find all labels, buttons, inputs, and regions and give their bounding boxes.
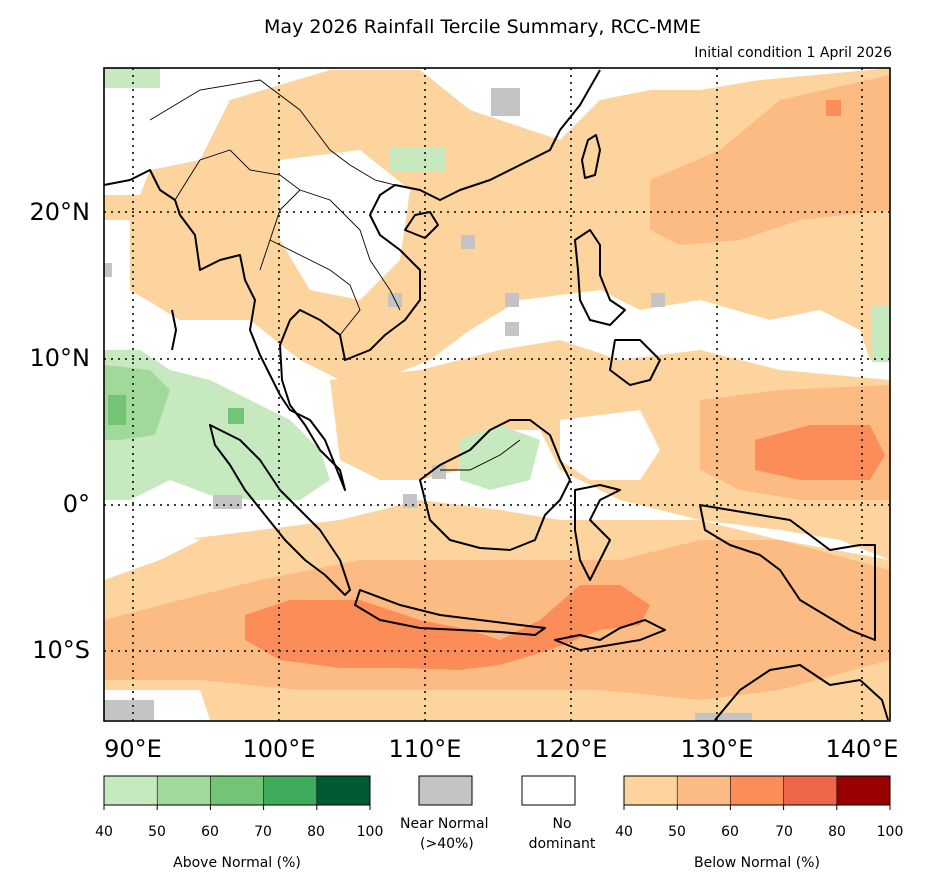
map-subtitle: Initial condition 1 April 2026 (694, 45, 892, 61)
above-tick-40: 40 (95, 824, 113, 840)
above-normal-frame (103, 775, 371, 806)
lon-label-140e: 140°E (825, 735, 899, 763)
below-60-patch-pacific (755, 425, 885, 480)
coastline-mindanao (609, 339, 661, 386)
below-60-patch-java-sea (245, 585, 650, 670)
above-normal-segment (210, 776, 264, 805)
below-tick-100: 100 (876, 824, 904, 840)
coastline-nusa-tenggara (554, 619, 666, 651)
coastline-borneo (419, 419, 571, 551)
above-tick-60: 60 (201, 824, 219, 840)
above-60-cell-a (108, 395, 126, 425)
coastline-sumatra (209, 424, 351, 596)
lat-label-10s: 10°S (32, 636, 90, 664)
no-dominant-region-west (104, 220, 130, 330)
no-dominant-region-central (560, 410, 660, 480)
border-laos-vietnam (299, 189, 401, 311)
below-60-cell (826, 100, 841, 116)
lon-label-130e: 130°E (680, 735, 754, 763)
above-normal-segment (157, 776, 211, 805)
lon-label-110e: 110°E (388, 735, 462, 763)
border-borneo (440, 439, 521, 471)
lon-label-100e: 100°E (242, 735, 316, 763)
above-tick-70: 70 (254, 824, 272, 840)
border-thailand-cambodia (269, 239, 361, 336)
above-60-cell-b (228, 408, 244, 424)
no-dominant-region-southwest (104, 530, 200, 580)
forecast-shading (104, 68, 890, 721)
below-normal-frame (623, 775, 891, 806)
map-frame (103, 67, 891, 722)
above-40-region-south-china (390, 148, 445, 172)
colorbar-near-normal (418, 775, 473, 806)
below-tick-40: 40 (615, 824, 633, 840)
colorbar-below-normal (623, 775, 891, 810)
border-myanmar (174, 149, 301, 271)
above-normal-segment (316, 776, 370, 805)
coastline-luzon (574, 229, 626, 326)
colorbar-no-dominant (521, 775, 576, 806)
colorbar-above-normal (103, 775, 371, 810)
border-china (149, 79, 396, 186)
coastline-sulawesi (574, 484, 621, 581)
no-dominant-label-1: No (552, 816, 572, 832)
above-tick-50: 50 (148, 824, 166, 840)
above-tick-80: 80 (307, 824, 325, 840)
below-normal-segment (677, 776, 731, 805)
below-tick-80: 80 (828, 824, 846, 840)
below-50-band-northeast (650, 75, 890, 245)
below-tick-50: 50 (668, 824, 686, 840)
below-40-region-north (104, 68, 890, 380)
coastline-asia-mainland (103, 69, 601, 491)
above-caption: Above Normal (%) (173, 855, 301, 871)
below-normal-segment (730, 776, 784, 805)
lat-label-0: 0° (62, 490, 90, 518)
near-normal-threshold: (>40%) (420, 836, 474, 852)
coastlines (103, 69, 889, 721)
below-normal-segment (624, 776, 678, 805)
above-tick-100: 100 (356, 824, 384, 840)
near-normal-label: Near Normal (400, 816, 489, 832)
above-normal-segment (263, 776, 317, 805)
map-title: May 2026 Rainfall Tercile Summary, RCC-M… (264, 16, 701, 38)
above-normal-segment (104, 776, 158, 805)
lon-label-120e: 120°E (534, 735, 608, 763)
below-tick-70: 70 (775, 824, 793, 840)
coastline-australia (714, 664, 889, 721)
below-normal-segment (783, 776, 837, 805)
above-40-region-pacific (872, 305, 890, 362)
coastline-taiwan (581, 134, 601, 179)
lat-label-20n: 20°N (29, 198, 91, 226)
coastline-hainan (404, 211, 439, 239)
coastline-java (354, 589, 546, 636)
coastline-new-guinea (699, 504, 876, 641)
coastline-sri-lanka-andaman (171, 309, 177, 351)
below-tick-60: 60 (721, 824, 739, 840)
lat-label-10n: 10°N (29, 344, 91, 372)
country-borders (149, 79, 521, 471)
lon-label-90e: 90°E (104, 735, 162, 763)
near-normal-cells (104, 88, 752, 721)
above-40-region-north-edge (104, 68, 160, 88)
below-normal-segment (836, 776, 890, 805)
below-caption: Below Normal (%) (694, 855, 820, 871)
no-dominant-label-2: dominant (528, 836, 596, 852)
no-dominant-region-indochina (280, 150, 410, 300)
graticule (104, 68, 890, 721)
